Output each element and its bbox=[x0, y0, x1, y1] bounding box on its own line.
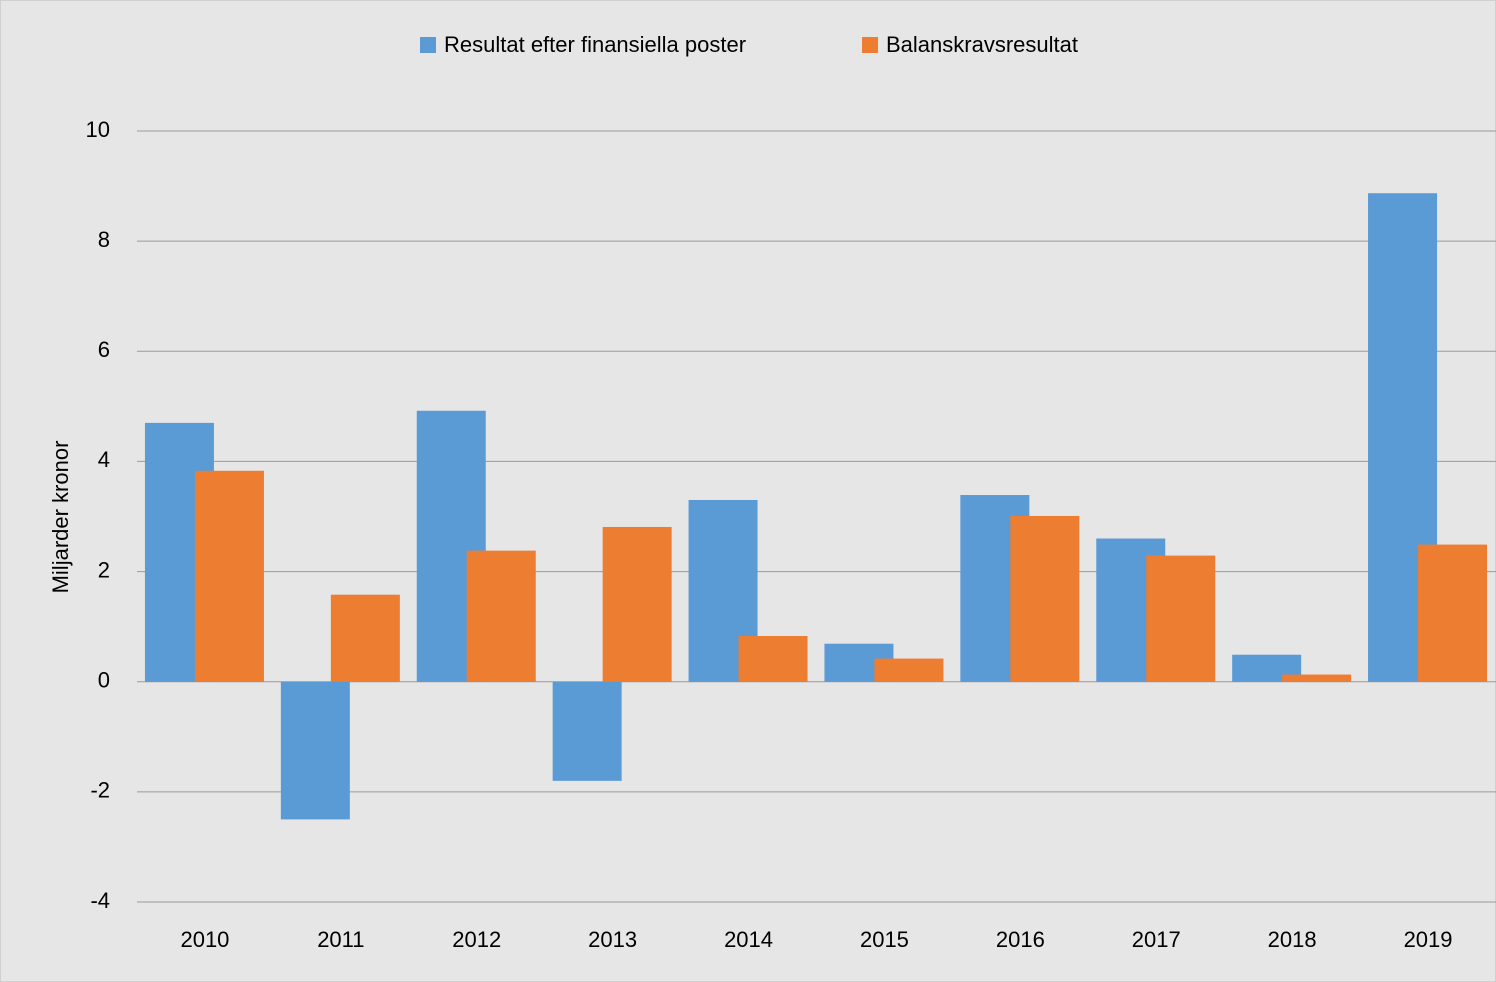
bar bbox=[1282, 674, 1352, 682]
bar bbox=[1146, 555, 1216, 682]
legend-swatch bbox=[862, 37, 878, 53]
y-tick-label: -4 bbox=[90, 888, 110, 913]
x-tick-label: 2018 bbox=[1268, 927, 1317, 952]
y-tick-label: 10 bbox=[86, 117, 110, 142]
legend-label: Resultat efter finansiella poster bbox=[444, 32, 746, 57]
x-tick-label: 2017 bbox=[1132, 927, 1181, 952]
legend-label: Balanskravsresultat bbox=[886, 32, 1078, 57]
x-tick-label: 2015 bbox=[860, 927, 909, 952]
y-axis-label: Miljarder kronor bbox=[48, 441, 73, 594]
bar bbox=[466, 550, 536, 682]
bar bbox=[194, 470, 264, 682]
y-tick-label: -2 bbox=[90, 778, 110, 803]
bar bbox=[1010, 515, 1080, 682]
bar bbox=[602, 526, 672, 682]
y-tick-label: 2 bbox=[98, 557, 110, 582]
y-tick-label: 6 bbox=[98, 337, 110, 362]
bar bbox=[280, 681, 350, 820]
y-tick-label: 8 bbox=[98, 227, 110, 252]
bar bbox=[1418, 544, 1488, 682]
x-tick-label: 2016 bbox=[996, 927, 1045, 952]
bar bbox=[874, 658, 944, 682]
bar bbox=[552, 681, 622, 781]
x-tick-label: 2010 bbox=[180, 927, 229, 952]
x-tick-label: 2013 bbox=[588, 927, 637, 952]
x-tick-label: 2014 bbox=[724, 927, 773, 952]
bar bbox=[330, 594, 400, 682]
legend-swatch bbox=[420, 37, 436, 53]
y-tick-label: 4 bbox=[98, 447, 110, 472]
x-tick-label: 2019 bbox=[1404, 927, 1453, 952]
x-tick-label: 2011 bbox=[317, 927, 364, 952]
y-tick-label: 0 bbox=[98, 668, 110, 693]
x-tick-label: 2012 bbox=[452, 927, 501, 952]
bar bbox=[738, 636, 808, 682]
